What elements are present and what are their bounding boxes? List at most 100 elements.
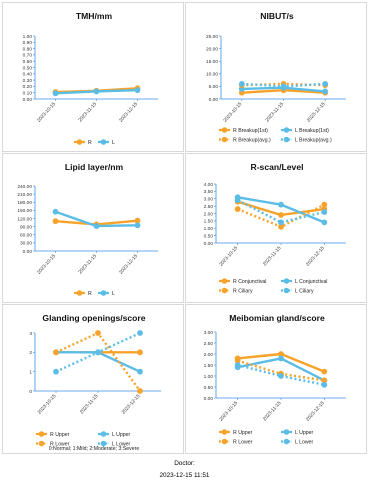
y-tick-label: 0.50 — [204, 233, 214, 239]
legend-label: R — [88, 291, 92, 297]
chart-panel-meibomian-gland: Meibomian gland/score 0.00 0.50 1.00 1.50 2.0… — [185, 304, 367, 454]
y-tick-label: 3.00 — [204, 197, 214, 203]
x-tick-label: 2023-10-15 — [37, 393, 58, 415]
legend-swatch-marker — [221, 429, 228, 435]
legend-label: R Breakup(avg.) — [233, 137, 271, 143]
legend-label: R Lower — [50, 441, 70, 447]
legend-swatch-marker — [221, 287, 228, 294]
y-tick-label: 2.00 — [204, 352, 214, 358]
y-tick-label: 3.50 — [204, 189, 214, 195]
y-tick-label: 0.00 — [209, 97, 219, 103]
data-point-l — [52, 90, 59, 97]
legend-label: R — [88, 140, 92, 146]
legend-item: L Lower — [98, 440, 131, 447]
legend-swatch-marker — [283, 438, 290, 445]
x-tick-label: 2023-12-15 — [305, 400, 326, 422]
chart-panel-nibut: NIBUT/s 0.00 5.00 10.00 15.00 20.00 25.00 2023-… — [185, 2, 367, 152]
chart-svg: TMH/mm0.000.100.200.300.400.500.600.700.… — [23, 11, 158, 146]
legend-item: R Breakup(avg.) — [219, 136, 271, 143]
legend-item: L — [98, 139, 115, 146]
y-tick-label: 2 — [29, 350, 32, 356]
legend-label: L Lower — [112, 441, 131, 447]
data-point-l-upper — [137, 368, 143, 375]
y-tick-label: 10.00 — [206, 72, 218, 78]
legend-label: R Upper — [50, 432, 70, 438]
data-point-l-breakup-avg — [322, 80, 329, 87]
legend-swatch-marker — [100, 440, 107, 447]
data-point-l-upper — [278, 355, 284, 362]
y-tick-label: 120.00 — [17, 216, 32, 222]
legend-item: L Breakup(avg.) — [281, 136, 332, 143]
legend-item: L Ciliary — [281, 287, 314, 294]
data-point-r-lower — [321, 377, 328, 384]
x-tick-label: 2023-12-15 — [306, 101, 327, 123]
data-point-r-ciliary — [278, 223, 284, 230]
y-tick-label: 30.00 — [20, 241, 32, 247]
chart-panel-r-scan: R-scan/Level 0.00 0.50 1.00 1.50 2.00 2.50 3.00… — [185, 153, 367, 303]
y-tick-label: 180.00 — [17, 200, 32, 206]
y-tick-label: 2.50 — [204, 341, 214, 347]
x-tick-label: 2023-11-15 — [77, 253, 98, 275]
x-tick-label: 2023-10-15 — [218, 400, 239, 422]
y-tick-label: 0.60 — [23, 59, 33, 65]
chart-title: R-scan/Level — [250, 162, 303, 172]
legend-swatch-marker — [283, 429, 290, 435]
y-tick-label: 1.00 — [23, 34, 33, 40]
data-point-l — [93, 223, 100, 229]
chart-panel-lipid-layer: Lipid layer/nm 0.00 30.00 60.00 90.00 120.00 1… — [2, 153, 184, 303]
y-tick-label: 0.70 — [23, 53, 33, 59]
data-point-l-breakup-avg — [238, 80, 245, 87]
y-tick-label: 0.00 — [23, 249, 33, 255]
x-tick-label: 2023-12-15 — [118, 253, 139, 275]
y-tick-label: 20.00 — [206, 46, 218, 52]
data-point-r-upper — [137, 349, 143, 356]
legend-swatch-marker — [221, 127, 228, 133]
legend-swatch-marker — [283, 136, 290, 143]
data-point-r-upper — [278, 351, 284, 357]
legend-swatch-marker — [38, 431, 45, 437]
legend-label: L Lower — [295, 439, 314, 445]
y-tick-label: 1.00 — [204, 374, 214, 380]
legend-item: L — [98, 290, 115, 297]
series-line-l-upper — [54, 351, 142, 373]
legend-swatch-marker — [221, 136, 228, 143]
data-point-l — [52, 208, 59, 215]
x-tick-label: 2023-10-15 — [36, 253, 57, 275]
x-tick-label: 2023-12-15 — [305, 245, 326, 267]
data-point-l-lower — [321, 381, 328, 388]
chart-panel-glanding-openings: Glanding openings/score 0 1 2 3 2023-10-15 202… — [2, 304, 184, 454]
y-tick-label: 15.00 — [206, 59, 218, 65]
y-tick-label: 0.50 — [204, 385, 214, 391]
legend-item: L Upper — [281, 429, 314, 436]
legend-swatch-marker — [283, 287, 290, 294]
chart-svg: Meibomian gland/score 0.00 0.50 1.00 1.50 2.0… — [204, 313, 346, 445]
data-point-l-lower — [137, 330, 143, 336]
data-point-r-lower — [53, 349, 59, 356]
doctor-label: Doctor: — [174, 460, 195, 467]
legend-item: L Conjunctival — [281, 278, 327, 285]
legend-swatch-marker — [221, 278, 228, 284]
score-scale-note: 0:Normal; 1:Mild; 2:Moderate; 3:Severe — [49, 446, 140, 452]
data-point-r-lower — [95, 330, 101, 336]
legend-label: R Ciliary — [233, 288, 253, 294]
y-tick-label: 60.00 — [20, 233, 32, 239]
chart-svg: Lipid layer/nm 0.00 30.00 60.00 90.00 120.00 1… — [17, 162, 158, 297]
data-point-l-lower — [278, 373, 284, 379]
data-point-l-conjunctival — [278, 201, 284, 208]
y-tick-label: 1.00 — [204, 226, 214, 232]
legend-label: L Breakup(avg.) — [295, 137, 332, 143]
x-tick-label: 2023-11-15 — [262, 400, 283, 422]
y-tick-label: 90.00 — [20, 224, 32, 230]
y-tick-label: 4.00 — [204, 182, 214, 188]
y-tick-label: 240.00 — [17, 184, 32, 190]
legend-label: L Breakup(1st) — [295, 128, 329, 134]
data-point-l-lower — [53, 368, 59, 375]
chart-title: Lipid layer/nm — [65, 162, 124, 172]
data-point-r — [52, 218, 59, 225]
y-tick-label: 0.90 — [23, 40, 33, 46]
data-point-l-ciliary — [321, 209, 328, 215]
legend-item: R — [74, 139, 92, 146]
x-tick-label: 2023-12-15 — [118, 101, 139, 123]
legend-item: R Lower — [36, 440, 70, 447]
data-point-l-breakup-avg — [280, 83, 287, 90]
